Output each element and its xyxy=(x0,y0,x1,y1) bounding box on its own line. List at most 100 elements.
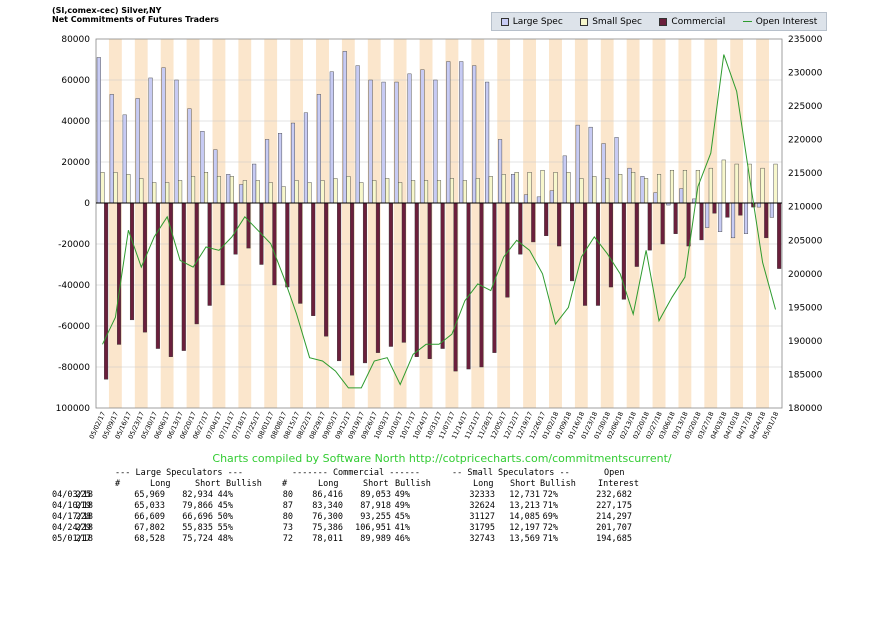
column-stripe xyxy=(691,39,705,408)
bar-small-spec xyxy=(139,178,144,204)
table-cell-ls-bull: 45% xyxy=(217,501,233,511)
bar-large-spec xyxy=(743,202,749,234)
bar-small-spec xyxy=(113,172,118,204)
bar-small-spec xyxy=(553,172,558,204)
bar-small-spec xyxy=(682,169,687,204)
col-ss-short: Short xyxy=(510,479,536,489)
bar-large-spec xyxy=(148,77,153,204)
col-ss-long: Long xyxy=(473,479,494,489)
col-ls-bullish: Bullish xyxy=(226,479,262,489)
table-cell-c-n: 87 xyxy=(282,501,293,511)
bar-commercial xyxy=(634,202,639,267)
table-cell-date: 04/03/18 xyxy=(52,490,93,500)
table-cell-oi: 201,707 xyxy=(596,523,632,533)
bar-small-spec xyxy=(307,182,312,204)
bar-large-spec xyxy=(187,108,192,204)
bar-small-spec xyxy=(514,172,519,204)
table-cell-ls-n: 219 xyxy=(75,501,91,511)
header-open: Open xyxy=(604,468,625,478)
bar-large-spec xyxy=(523,194,528,204)
bar-commercial xyxy=(725,202,730,218)
column-stripe xyxy=(497,39,511,408)
table-cell-ls-long: 68,528 xyxy=(134,534,165,544)
bar-large-spec xyxy=(278,133,283,204)
bar-large-spec xyxy=(239,184,244,204)
bar-large-spec xyxy=(705,202,710,228)
bar-commercial xyxy=(375,202,380,353)
bar-large-spec xyxy=(536,196,541,204)
bar-small-spec xyxy=(100,172,105,204)
bar-small-spec xyxy=(411,180,416,204)
bar-commercial xyxy=(388,202,393,347)
bar-commercial xyxy=(220,202,225,286)
bar-commercial xyxy=(608,202,613,288)
bar-large-spec xyxy=(588,126,593,204)
legend-item-commercial: Commercial xyxy=(659,17,725,27)
col-c-long: Long xyxy=(318,479,339,489)
bar-small-spec xyxy=(191,176,196,204)
y-tick-left: 0 xyxy=(84,199,90,209)
table-cell-ls-bull: 44% xyxy=(217,490,233,500)
table-cell-ss-long: 31127 xyxy=(469,512,495,522)
table-cell-c-bull: 49% xyxy=(394,501,410,511)
bar-commercial xyxy=(285,202,290,288)
header-large-spec: --- Large Speculators --- xyxy=(115,468,243,478)
col-ls-short: Short xyxy=(195,479,221,489)
table-cell-ls-short: 75,724 xyxy=(182,534,213,544)
bar-commercial xyxy=(518,202,523,255)
table-cell-date: 04/17/18 xyxy=(52,512,93,522)
y-tick-right: 230000 xyxy=(788,69,823,79)
bar-commercial xyxy=(595,202,600,306)
bar-commercial xyxy=(531,202,536,243)
bar-large-spec xyxy=(446,61,451,204)
table-cell-c-short: 89,053 xyxy=(360,490,391,500)
legend-label-small-spec: Small Spec xyxy=(592,16,642,27)
y-tick-right: 195000 xyxy=(788,303,823,313)
bar-large-spec xyxy=(627,167,632,204)
bar-commercial xyxy=(246,202,251,249)
positions-table: --- Large Speculators --- ------- Commer… xyxy=(52,468,652,545)
column-stripe xyxy=(277,39,291,408)
table-row: 04/03/18 225 65,969 82,934 44% 80 86,416 89,053… xyxy=(52,490,652,501)
table-cell-ss-short: 12,197 xyxy=(509,523,540,533)
header-commercial: ------- Commercial ------ xyxy=(292,468,420,478)
table-cell-c-n: 73 xyxy=(282,523,293,533)
table-cell-c-long: 83,340 xyxy=(312,501,343,511)
bar-commercial xyxy=(362,202,368,364)
bar-large-spec xyxy=(109,94,114,204)
bar-commercial xyxy=(272,202,277,286)
column-stripe xyxy=(743,39,757,408)
col-ls-long: Long xyxy=(150,479,171,489)
table-cell-ls-n: 225 xyxy=(75,490,91,500)
legend-item-large-spec: Large Spec xyxy=(500,17,563,27)
bar-large-spec xyxy=(769,202,774,218)
bar-large-spec xyxy=(226,174,231,204)
bar-small-spec xyxy=(488,176,493,204)
bar-small-spec xyxy=(657,174,662,204)
bar-small-spec xyxy=(734,163,739,204)
bar-small-spec xyxy=(372,180,377,204)
col-c-short: Short xyxy=(363,479,389,489)
table-cell-ss-bull: 71% xyxy=(542,501,558,511)
header-small-spec: -- Small Speculators -- xyxy=(452,468,570,478)
column-stripe xyxy=(561,39,575,408)
bar-commercial xyxy=(673,202,678,234)
table-cell-ls-short: 66,696 xyxy=(182,512,213,522)
table-cell-c-long: 76,300 xyxy=(312,512,343,522)
bar-small-spec xyxy=(462,180,467,204)
y-tick-left: 60000 xyxy=(61,76,90,86)
bar-large-spec xyxy=(381,81,386,204)
col-ss-bullish: Bullish xyxy=(540,479,576,489)
y-tick-left: 100000 xyxy=(56,404,91,414)
table-cell-c-bull: 49% xyxy=(394,490,410,500)
table-cell-ss-short: 12,731 xyxy=(509,490,540,500)
column-stripe xyxy=(678,39,692,408)
table-cell-c-long: 86,416 xyxy=(312,490,343,500)
table-cell-ls-n: 228 xyxy=(75,512,91,522)
table-cell-ls-n: 229 xyxy=(75,523,91,533)
bar-large-spec xyxy=(459,61,464,204)
bar-commercial xyxy=(557,202,562,247)
bar-small-spec xyxy=(605,178,610,204)
bar-small-spec xyxy=(165,182,170,204)
table-cell-ls-long: 65,033 xyxy=(134,501,165,511)
